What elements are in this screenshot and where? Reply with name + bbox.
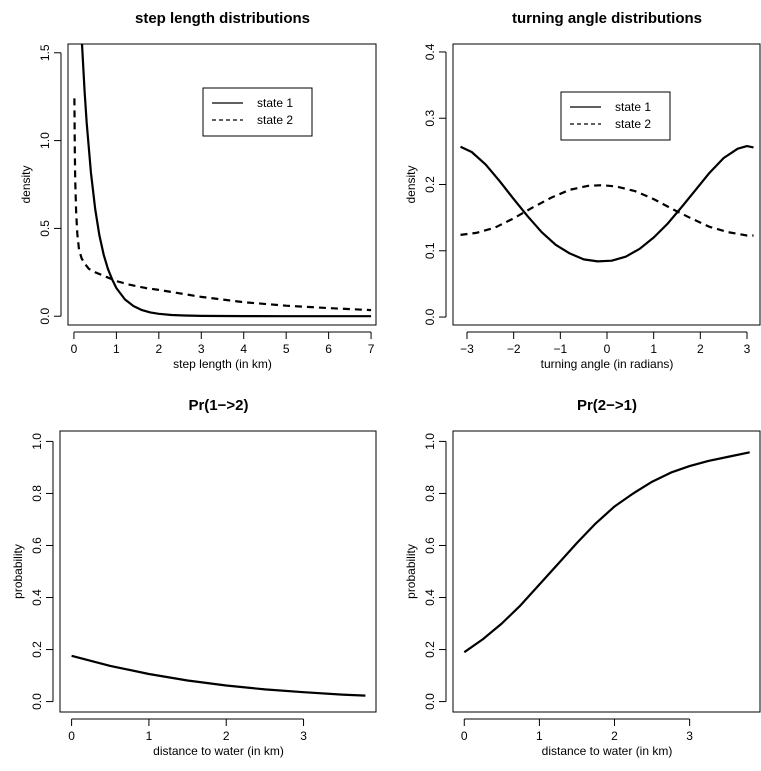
chart-title: step length distributions: [135, 10, 310, 27]
x-tick-label: 2: [155, 342, 162, 356]
x-tick-label: 2: [611, 729, 618, 743]
y-tick-label: 0.8: [423, 485, 437, 502]
x-axis-label: turning angle (in radians): [541, 357, 674, 371]
x-tick-label: 1: [113, 342, 120, 356]
x-tick-label: 3: [744, 342, 751, 356]
panel-2: turning angle distributions −3 −2 −1 0 1 2 3 tur…: [404, 10, 761, 371]
panel-1: step length distributions 0 1 2 3 4 5 6 7 step le…: [19, 10, 377, 371]
y-tick-label: 0.4: [423, 43, 437, 60]
x-tick-label: 0: [71, 342, 78, 356]
y-tick-label: 0.1: [423, 242, 437, 259]
y-tick-label: 0.0: [423, 693, 437, 710]
plot-frame: [59, 430, 377, 713]
x-tick-label: 1: [650, 342, 657, 356]
y-tick-label: 0.4: [30, 589, 44, 606]
x-tick-label: −3: [460, 342, 474, 356]
plot-frame: [452, 43, 761, 326]
legend-box: [560, 91, 671, 141]
x-tick-label: 3: [686, 729, 693, 743]
y-tick-label: 0.2: [423, 641, 437, 658]
x-tick-label: 3: [300, 729, 307, 743]
y-tick-label: 1.5: [38, 44, 52, 61]
chart-title: Pr(1−>2): [188, 397, 248, 414]
legend-label: state 1: [257, 96, 293, 110]
x-axis-label: distance to water (in km): [153, 744, 284, 758]
plot-frame: [67, 43, 377, 326]
legend: state 1 state 2: [560, 91, 671, 141]
y-axis-label: probability: [404, 544, 418, 599]
x-tick-label: 6: [325, 342, 332, 356]
x-tick-label: 1: [536, 729, 543, 743]
legend-label: state 1: [615, 100, 651, 114]
x-tick-label: 1: [146, 729, 153, 743]
x-tick-label: 4: [240, 342, 247, 356]
y-tick-label: 0.6: [423, 537, 437, 554]
y-tick-label: 0.4: [423, 589, 437, 606]
y-axis-label: probability: [11, 544, 25, 599]
panel-3: Pr(1−>2) 0 1 2 3 distance to water (in km) 0.0…: [11, 397, 377, 758]
y-tick-label: 0.0: [38, 308, 52, 325]
y-axis-label: density: [404, 165, 418, 203]
y-tick-label: 0.2: [423, 176, 437, 193]
y-tick-label: 0.2: [30, 641, 44, 658]
x-tick-label: 2: [697, 342, 704, 356]
y-tick-label: 0.8: [30, 485, 44, 502]
legend: state 1 state 2: [202, 87, 313, 137]
x-tick-label: −2: [507, 342, 521, 356]
x-tick-label: −1: [553, 342, 567, 356]
x-tick-label: 7: [368, 342, 375, 356]
series-line-state-2: [460, 184, 754, 237]
series-line-1: [463, 451, 750, 654]
legend-label: state 2: [257, 113, 293, 127]
y-axis-label: density: [19, 165, 33, 203]
legend-label: state 2: [615, 117, 651, 131]
y-tick-label: 0.6: [30, 537, 44, 554]
x-tick-label: 0: [68, 729, 75, 743]
x-tick-label: 0: [604, 342, 611, 356]
series-line-1: [71, 654, 366, 697]
series-line-state-2: [73, 98, 372, 312]
y-tick-label: 1.0: [38, 132, 52, 149]
chart-title: turning angle distributions: [512, 10, 702, 27]
plot-frame: [452, 430, 761, 713]
y-tick-label: 0.5: [38, 220, 52, 237]
x-tick-label: 5: [283, 342, 290, 356]
x-tick-label: 3: [198, 342, 205, 356]
chart-title: Pr(2−>1): [577, 397, 637, 414]
x-axis-label: step length (in km): [173, 357, 272, 371]
x-tick-label: 0: [461, 729, 468, 743]
legend-box: [202, 87, 313, 137]
x-tick-label: 2: [223, 729, 230, 743]
y-tick-label: 1.0: [423, 433, 437, 450]
y-tick-label: 1.0: [30, 433, 44, 450]
series-line-state-1: [460, 145, 754, 263]
y-tick-label: 0.0: [30, 693, 44, 710]
panel-4: Pr(2−>1) 0 1 2 3 distance to water (in km) 0.0…: [404, 397, 761, 758]
y-tick-label: 0.0: [423, 308, 437, 325]
x-axis-label: distance to water (in km): [542, 744, 673, 758]
series-line-state-1: [80, 44, 372, 318]
y-tick-label: 0.3: [423, 110, 437, 127]
